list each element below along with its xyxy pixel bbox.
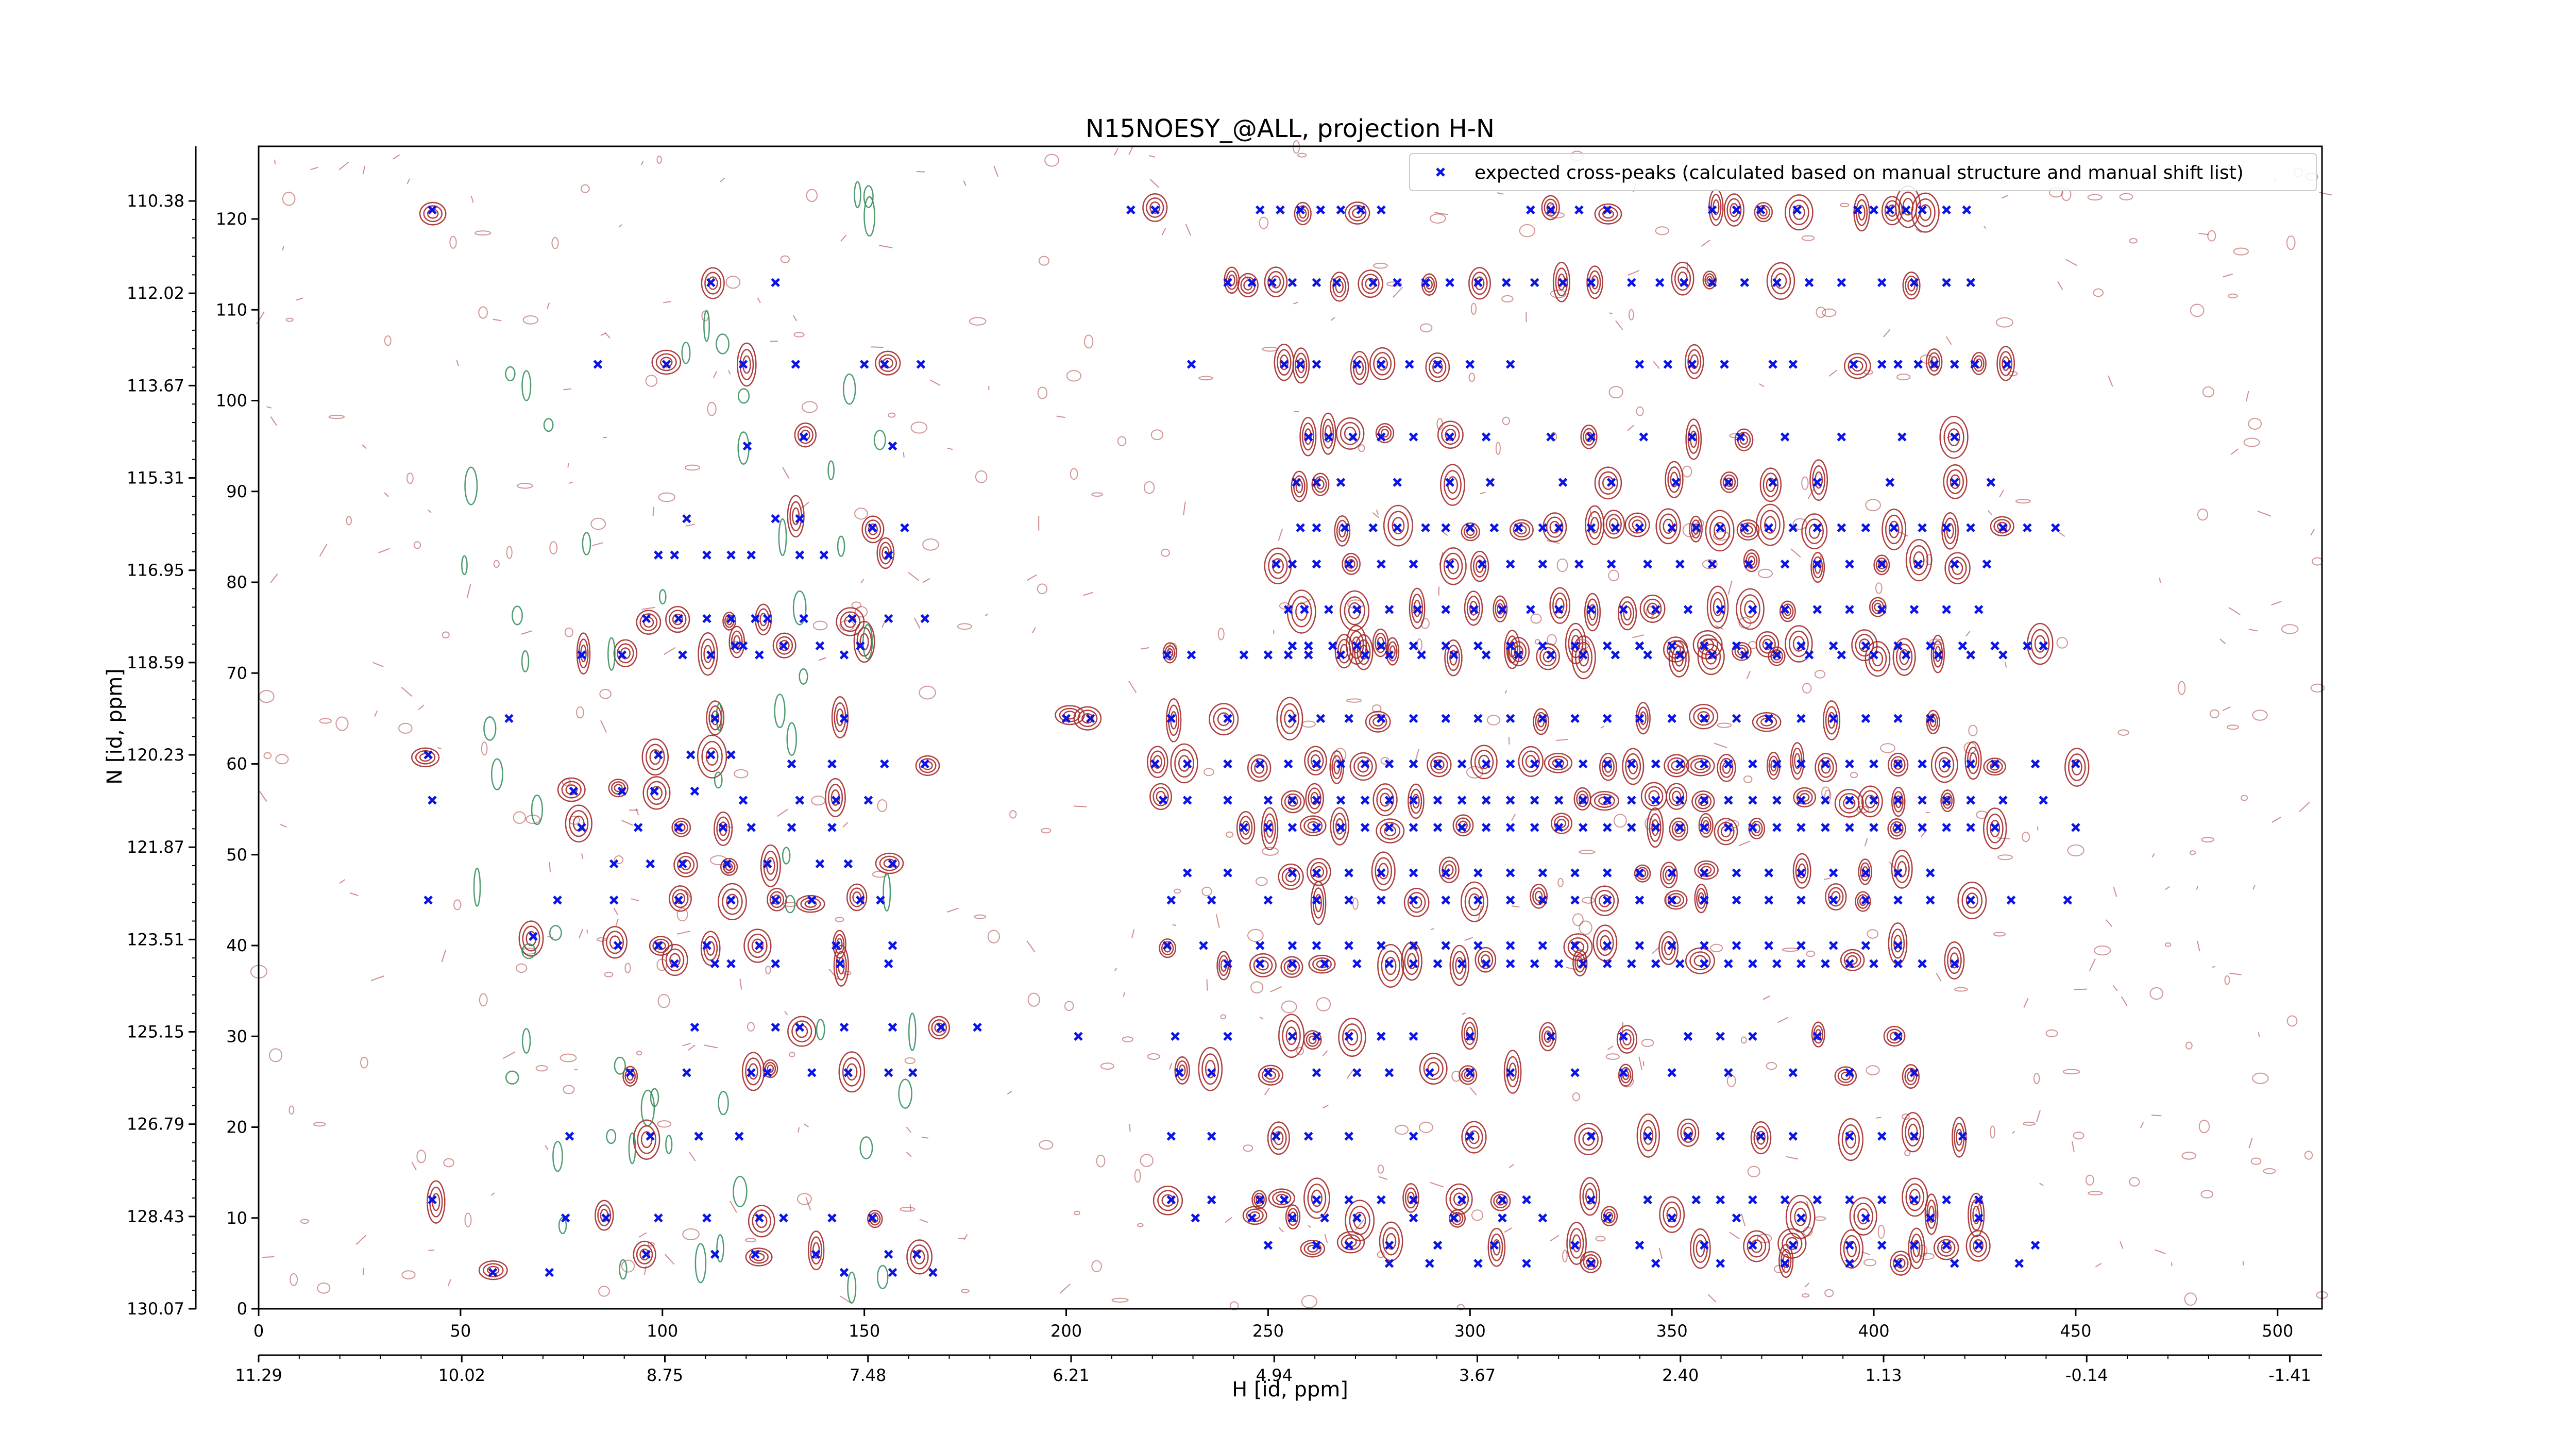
x-point-tick-label: 400 [1858, 1321, 1889, 1341]
y-ppm-tick-label: 113.67 [127, 376, 184, 395]
x-ppm-tick-label: 11.29 [235, 1365, 282, 1385]
noise-contour [363, 1268, 364, 1275]
x-point-tick-label: 350 [1656, 1321, 1688, 1341]
y-ppm-tick-label: 125.15 [127, 1022, 184, 1042]
y-point-tick-label: 20 [226, 1118, 247, 1137]
y-ppm-tick-label: 123.51 [127, 930, 184, 949]
y-point-tick-label: 100 [216, 391, 247, 411]
x-ppm-tick-label: -0.14 [2065, 1365, 2108, 1385]
y-point-tick-label: 60 [226, 754, 247, 774]
y-point-tick-label: 110 [216, 300, 247, 319]
x-ppm-tick-label: 10.02 [438, 1365, 485, 1385]
noise-contour [910, 1204, 911, 1210]
x-point-tick-label: 450 [2060, 1321, 2091, 1341]
noise-contour [603, 437, 607, 438]
y-ppm-tick-label: 110.38 [127, 191, 184, 211]
x-point-tick-label: 50 [450, 1321, 471, 1341]
y-point-tick-label: 40 [226, 936, 247, 955]
y-axis-label: N [id, ppm] [103, 668, 127, 785]
x-axis-label: H [id, ppm] [1232, 1378, 1348, 1402]
y-point-tick-label: 30 [226, 1026, 247, 1046]
noise-contour [574, 1069, 578, 1070]
noise-contour [1207, 979, 1208, 990]
noise-contour [2243, 1261, 2244, 1265]
y-ppm-tick-label: 118.59 [127, 653, 184, 672]
x-ppm-tick-label: 8.75 [647, 1365, 683, 1385]
noise-contour [2151, 1115, 2161, 1116]
y-point-tick-label: 10 [226, 1208, 247, 1228]
x-ppm-tick-label: -1.41 [2268, 1365, 2311, 1385]
noise-contour [429, 1250, 435, 1251]
legend: expected cross-peaks (calculated based o… [1410, 154, 2316, 191]
x-point-tick-label: 150 [849, 1321, 880, 1341]
y-ppm-tick-label: 128.43 [127, 1207, 184, 1226]
y-point-tick-label: 120 [216, 209, 247, 229]
legend-label: expected cross-peaks (calculated based o… [1475, 162, 2244, 183]
y-ppm-tick-label: 120.23 [127, 745, 184, 765]
y-point-tick-label: 80 [226, 572, 247, 592]
noise-contour [1129, 1124, 1130, 1132]
y-ppm-tick-label: 121.87 [127, 837, 184, 857]
x-point-tick-label: 0 [253, 1321, 264, 1341]
y-point-tick-label: 0 [237, 1299, 247, 1319]
x-point-tick-label: 500 [2262, 1321, 2293, 1341]
y-ppm-tick-label: 126.79 [127, 1115, 184, 1134]
x-ppm-tick-label: 6.21 [1053, 1365, 1089, 1385]
y-point-tick-label: 70 [226, 663, 247, 683]
y-ppm-tick-label: 130.07 [127, 1299, 184, 1319]
y-point-tick-label: 90 [226, 482, 247, 501]
x-point-tick-label: 300 [1454, 1321, 1486, 1341]
x-ppm-tick-label: 7.48 [850, 1365, 886, 1385]
x-point-tick-label: 250 [1252, 1321, 1284, 1341]
x-ppm-tick-label: 1.13 [1865, 1365, 1902, 1385]
noise-contour [653, 507, 654, 516]
x-point-tick-label: 200 [1050, 1321, 1082, 1341]
x-point-tick-label: 100 [647, 1321, 678, 1341]
x-ppm-tick-label: 2.40 [1662, 1365, 1699, 1385]
y-ppm-tick-label: 112.02 [127, 283, 184, 303]
noise-contour [958, 1238, 964, 1239]
chart-title: N15NOESY_@ALL, projection H-N [1086, 114, 1495, 143]
y-ppm-tick-label: 115.31 [127, 468, 184, 488]
y-point-tick-label: 50 [226, 845, 247, 865]
x-ppm-tick-label: 3.67 [1459, 1365, 1496, 1385]
y-ppm-tick-label: 116.95 [127, 561, 184, 580]
